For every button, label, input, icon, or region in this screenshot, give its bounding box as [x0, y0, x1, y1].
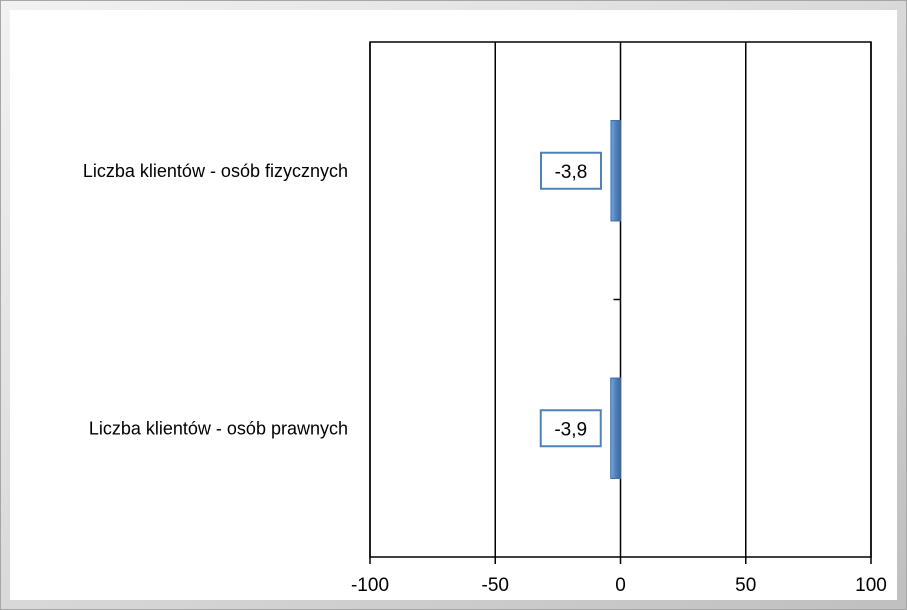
bar-1	[610, 377, 622, 479]
x-tick-label: -50	[482, 575, 509, 596]
bars	[610, 120, 622, 479]
data-label-text: -3,8	[555, 162, 588, 183]
x-tick-label: 50	[735, 575, 756, 596]
x-axis	[369, 298, 872, 564]
data-label-text: -3,9	[554, 419, 587, 440]
x-tick-labels: -100 -50 0 50 100	[351, 575, 887, 596]
category-labels: Liczba klientów - osób fizycznych Liczba …	[83, 161, 348, 439]
x-tick-label: -100	[351, 575, 389, 596]
data-label-box	[539, 151, 602, 190]
data-label-0: -3,8	[539, 151, 602, 190]
x-tick-label: 100	[855, 575, 887, 596]
bar-0	[610, 120, 622, 222]
data-label-1: -3,9	[539, 409, 602, 448]
data-labels: -3,8 -3,9	[539, 151, 602, 448]
data-label-box	[539, 409, 602, 448]
x-tick-label: 0	[615, 575, 626, 596]
category-label: Liczba klientów - osób fizycznych	[83, 161, 348, 181]
category-label: Liczba klientów - osób prawnych	[89, 418, 348, 438]
